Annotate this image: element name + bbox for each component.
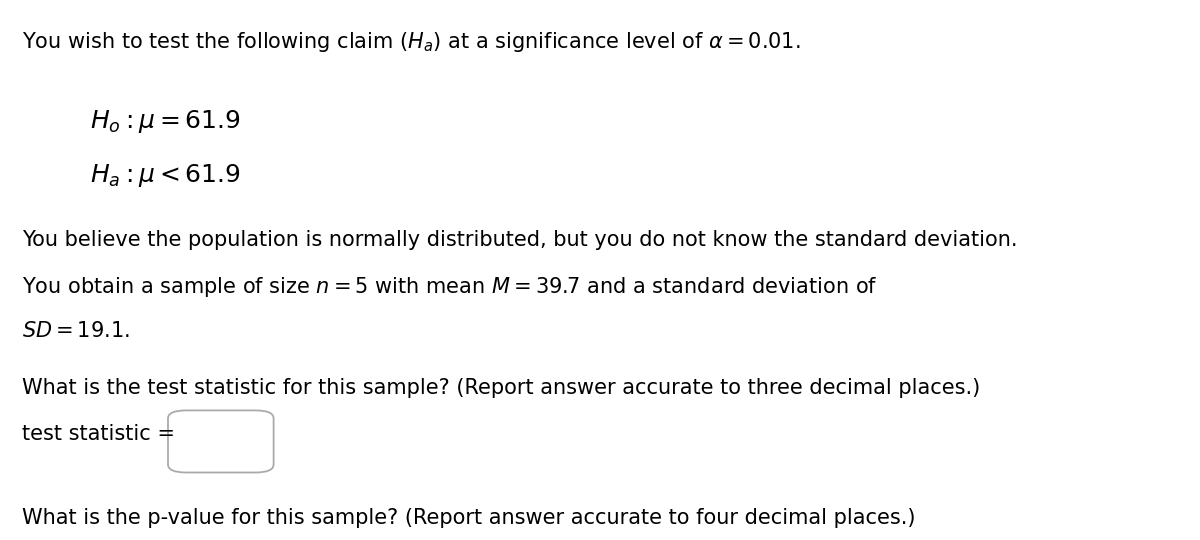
Text: $H_o:\mu = 61.9$: $H_o:\mu = 61.9$ bbox=[90, 108, 241, 135]
Text: $SD = 19.1$.: $SD = 19.1$. bbox=[22, 321, 130, 341]
Text: What is the p-value for this sample? (Report answer accurate to four decimal pla: What is the p-value for this sample? (Re… bbox=[22, 508, 916, 528]
Text: $H_a:\mu < 61.9$: $H_a:\mu < 61.9$ bbox=[90, 162, 241, 189]
Text: You believe the population is normally distributed, but you do not know the stan: You believe the population is normally d… bbox=[22, 230, 1018, 249]
Text: What is the test statistic for this sample? (Report answer accurate to three dec: What is the test statistic for this samp… bbox=[22, 378, 980, 398]
FancyBboxPatch shape bbox=[168, 410, 274, 472]
Text: You obtain a sample of size $n = 5$ with mean $M = 39.7$ and a standard deviatio: You obtain a sample of size $n = 5$ with… bbox=[22, 275, 877, 299]
Text: You wish to test the following claim ($H_a$) at a significance level of $\alpha : You wish to test the following claim ($H… bbox=[22, 30, 800, 53]
Text: test statistic =: test statistic = bbox=[22, 424, 175, 444]
